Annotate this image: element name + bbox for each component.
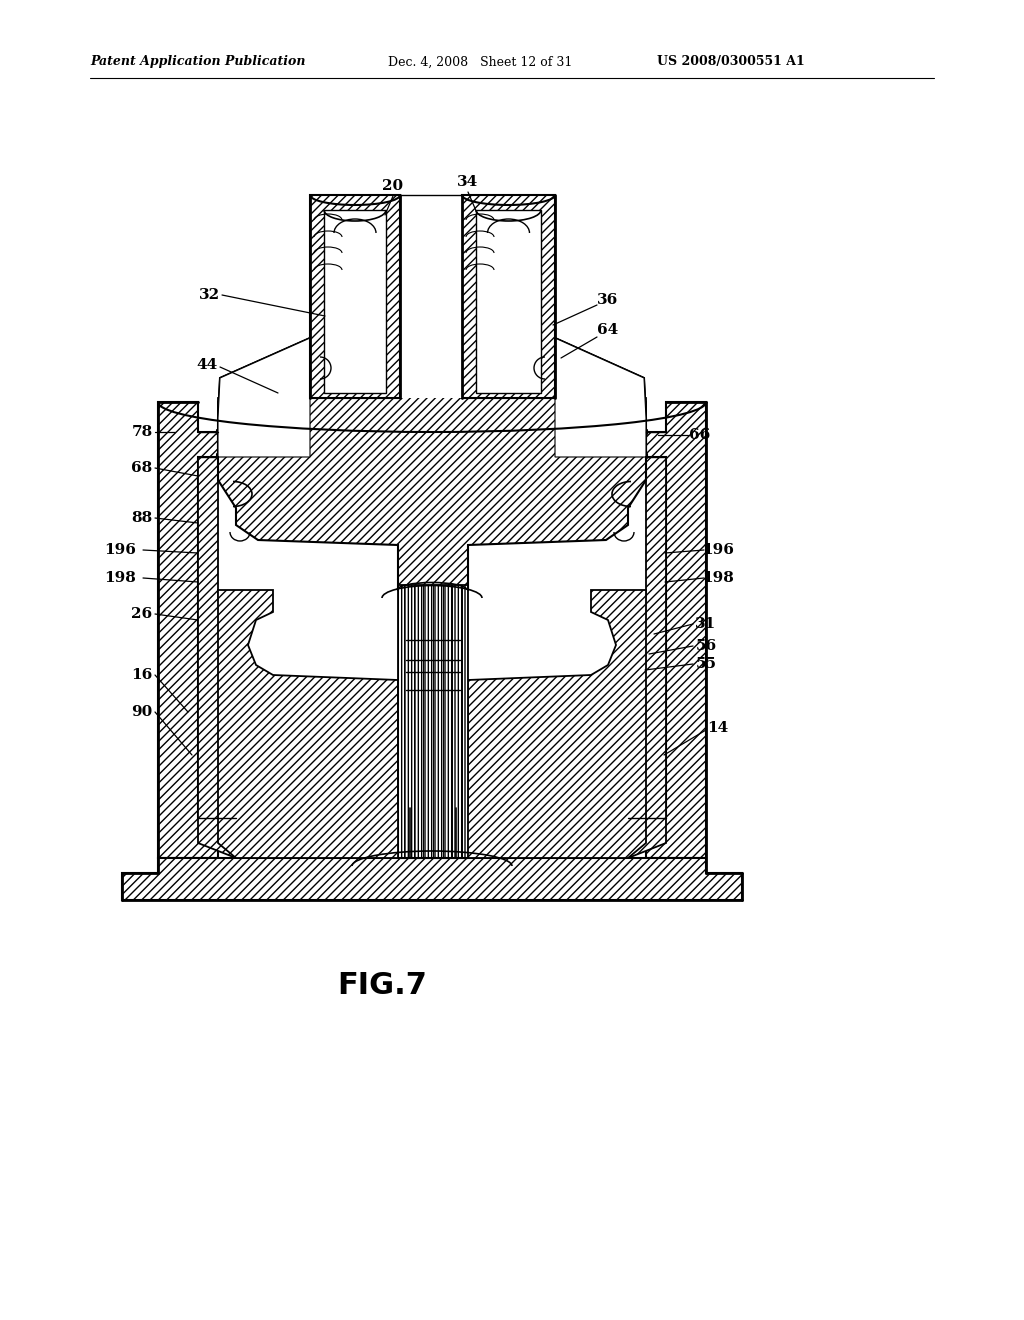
Polygon shape xyxy=(476,210,541,393)
Polygon shape xyxy=(218,590,410,858)
Text: 55: 55 xyxy=(695,657,717,671)
Polygon shape xyxy=(555,338,666,858)
Polygon shape xyxy=(158,403,218,858)
Text: 66: 66 xyxy=(689,428,711,442)
Text: 36: 36 xyxy=(597,293,618,308)
Text: 90: 90 xyxy=(131,705,153,719)
Text: 78: 78 xyxy=(131,425,153,440)
Polygon shape xyxy=(462,195,555,399)
Text: 16: 16 xyxy=(131,668,153,682)
Text: 196: 196 xyxy=(702,543,734,557)
Polygon shape xyxy=(398,585,468,858)
Text: 88: 88 xyxy=(131,511,153,525)
Text: 20: 20 xyxy=(382,180,403,193)
Polygon shape xyxy=(198,338,310,457)
Polygon shape xyxy=(324,210,386,393)
Text: 14: 14 xyxy=(708,721,729,735)
Text: Patent Application Publication: Patent Application Publication xyxy=(90,55,305,69)
Text: 44: 44 xyxy=(197,358,218,372)
Text: US 2008/0300551 A1: US 2008/0300551 A1 xyxy=(657,55,805,69)
Polygon shape xyxy=(218,326,646,590)
Text: 31: 31 xyxy=(695,616,717,631)
Text: 34: 34 xyxy=(458,176,478,189)
Text: 198: 198 xyxy=(104,572,136,585)
Polygon shape xyxy=(310,195,400,399)
Text: 64: 64 xyxy=(597,323,618,337)
Text: Dec. 4, 2008   Sheet 12 of 31: Dec. 4, 2008 Sheet 12 of 31 xyxy=(388,55,572,69)
Polygon shape xyxy=(646,403,706,858)
Polygon shape xyxy=(456,590,646,858)
Polygon shape xyxy=(400,195,462,399)
Text: FIG.7: FIG.7 xyxy=(337,970,427,999)
Text: 196: 196 xyxy=(104,543,136,557)
Text: 198: 198 xyxy=(702,572,734,585)
Text: 26: 26 xyxy=(131,607,153,620)
Text: 56: 56 xyxy=(695,639,717,653)
Polygon shape xyxy=(122,858,742,900)
Text: 32: 32 xyxy=(200,288,220,302)
Polygon shape xyxy=(122,403,742,900)
Text: 68: 68 xyxy=(131,461,153,475)
Polygon shape xyxy=(555,338,666,457)
Polygon shape xyxy=(198,338,310,858)
